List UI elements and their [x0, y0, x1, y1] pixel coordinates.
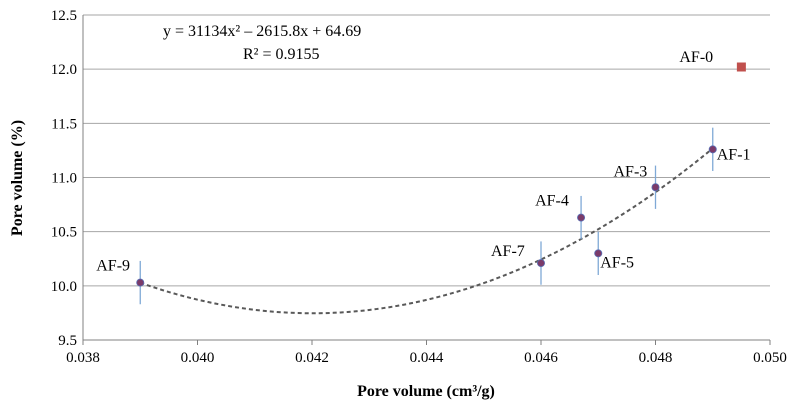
x-tick-label: 0.046: [524, 350, 558, 366]
point-labels: AF-9 AF-7 AF-5 AF-4 AF-3 AF-1 AF-0: [96, 49, 750, 275]
data-point-marker: [736, 62, 746, 72]
y-tick-label: 12.0: [51, 62, 77, 78]
gridlines: [83, 14, 770, 341]
data-point-label: AF-5: [600, 254, 634, 271]
y-axis-title: Pore volume (%): [9, 120, 26, 236]
data-point-marker: [651, 183, 660, 192]
trendline-curve: [139, 147, 714, 315]
x-axis-title: Pore volume (cm³/g): [357, 383, 495, 400]
data-point-label: AF-7: [491, 243, 525, 260]
data-point-marker: [537, 259, 546, 268]
data-point-label: AF-9: [96, 258, 130, 275]
x-tick-label: 0.038: [66, 350, 100, 366]
x-tick-label: 0.044: [410, 350, 444, 366]
data-point-label: AF-4: [535, 193, 569, 210]
trendline-r-squared: R² = 0.9155: [243, 46, 320, 63]
data-point-marker: [136, 278, 145, 287]
x-tick-label: 0.048: [639, 350, 673, 366]
data-point-label: AF-3: [614, 163, 648, 180]
error-bars: [139, 127, 714, 305]
y-tick-label: 11.5: [51, 116, 77, 132]
trendline-equation: y = 31134x² – 2615.8x + 64.69: [163, 23, 361, 40]
tick-labels: 9.5 10.0 10.5 11.0 11.5 12.0 12.5 0.038 0.040 0.0…: [51, 8, 787, 366]
x-tick-label: 0.050: [753, 350, 787, 366]
data-point-label: AF-1: [717, 146, 751, 163]
y-tick-label: 12.5: [51, 8, 77, 24]
data-point-marker: [708, 145, 717, 154]
y-tick-label: 11.0: [51, 171, 77, 187]
y-tick-label: 10.0: [51, 279, 77, 295]
data-point-marker: [594, 249, 603, 258]
x-tick-label: 0.042: [295, 350, 329, 366]
axes: [82, 15, 771, 345]
x-tick-label: 0.040: [181, 350, 215, 366]
data-point-label: AF-0: [679, 49, 713, 66]
data-point-marker: [577, 213, 586, 222]
y-tick-label: 9.5: [58, 333, 77, 349]
trendline: [139, 147, 714, 315]
data-points: [136, 62, 746, 287]
y-tick-label: 10.5: [51, 225, 77, 241]
